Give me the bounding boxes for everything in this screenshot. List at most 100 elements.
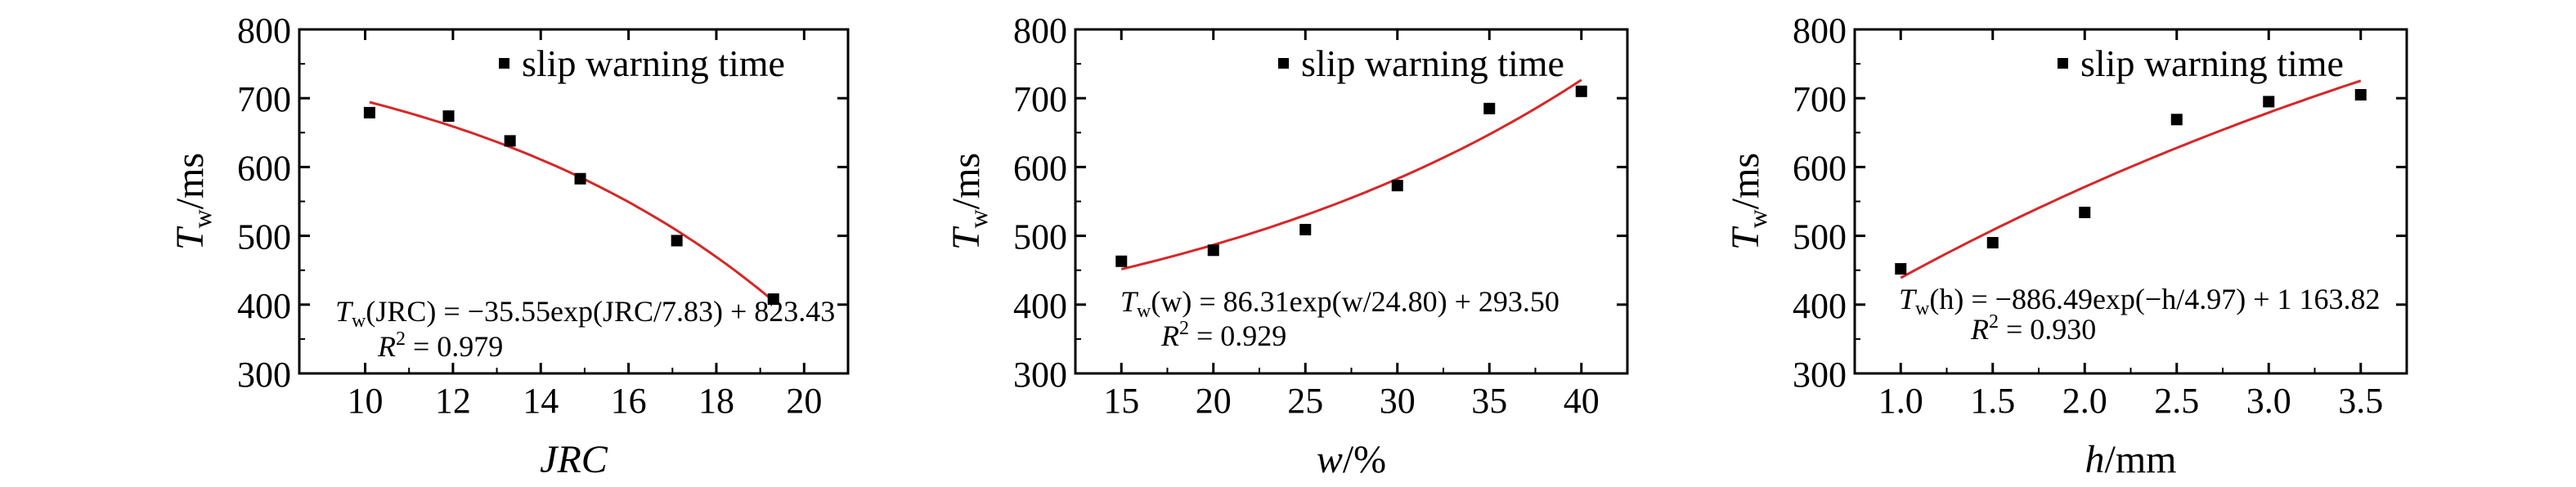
legend-label: slip warning time <box>1301 42 1564 84</box>
data-point <box>1115 255 1128 267</box>
y-axis-label-unit: /ms <box>1724 153 1767 209</box>
data-point <box>767 293 779 306</box>
data-point <box>1986 237 1999 249</box>
data-point <box>442 110 455 123</box>
y-axis-label: Tw/ms <box>1724 153 1772 250</box>
y-tick-label: 500 <box>1793 217 1847 257</box>
y-tick-label: 600 <box>1013 148 1067 188</box>
y-axis-label-unit: /ms <box>168 153 212 209</box>
data-point <box>1483 102 1496 114</box>
x-axis-label: w/% <box>1317 438 1386 481</box>
chart-panel-3: 300 400 500 600 700 800 1.0 1.5 2.0 2.5 3.0 3.5 h/mm… <box>1724 11 2408 481</box>
x-axis-label: JRC <box>540 438 608 481</box>
r-squared-value: = 0.979 <box>406 330 503 363</box>
x-tick-label: 20 <box>786 381 822 421</box>
x-tick-label: 1.5 <box>1970 381 2015 421</box>
y-tick-label: 800 <box>1013 11 1067 51</box>
fit-curve <box>1900 79 2362 279</box>
y-tick-label: 500 <box>237 217 291 257</box>
x-tick-label: 40 <box>1564 381 1600 421</box>
y-tick-label: 400 <box>237 286 291 326</box>
y-tick-label: 600 <box>1793 148 1847 188</box>
y-tick-label: 700 <box>1013 79 1067 119</box>
fit-equation-var: T <box>1899 283 1918 315</box>
y-tick-label: 300 <box>237 355 291 395</box>
y-tick-label: 500 <box>1013 217 1067 257</box>
data-point <box>363 106 375 118</box>
r-squared-superscript: 2 <box>1179 318 1189 339</box>
x-axis-label: h/mm <box>2085 438 2176 481</box>
x-tick-label: 12 <box>435 381 471 421</box>
fit-equation-subscript: w <box>1137 301 1151 322</box>
data-point <box>1575 85 1587 97</box>
y-axis-label: Tw/ms <box>945 153 993 250</box>
fit-equation: Tw(h) = −886.49exp(−h/4.97) + 1 163.82 <box>1899 283 2381 319</box>
x-tick-label: 3.0 <box>2246 381 2291 421</box>
data-point <box>1391 180 1403 192</box>
r-squared-var: R <box>1970 313 1989 346</box>
r-squared: R2 = 0.979 <box>377 328 503 363</box>
data-point <box>1895 263 1907 275</box>
x-tick-label: 2.5 <box>2154 381 2199 421</box>
x-tick-label: 2.0 <box>2062 381 2107 421</box>
fit-equation: Tw(w) = 86.31exp(w/24.80) + 293.50 <box>1120 285 1560 322</box>
r-squared-value: = 0.929 <box>1189 319 1286 352</box>
y-tick-label: 300 <box>1793 355 1847 395</box>
r-squared-value: = 0.930 <box>1999 313 2096 346</box>
legend-label: slip warning time <box>2080 42 2344 84</box>
y-tick-label: 300 <box>1013 355 1067 395</box>
x-axis-label-unit: /% <box>1343 438 1386 481</box>
x-tick-label: 3.5 <box>2338 381 2383 421</box>
data-point <box>574 172 586 185</box>
data-point <box>2354 88 2367 101</box>
x-axis-label-var: w <box>1317 438 1343 481</box>
fit-equation-body: (w) = 86.31exp(w/24.80) + 293.50 <box>1151 285 1560 318</box>
fit-equation-subscript: w <box>1915 298 1930 319</box>
y-axis-label-unit: /ms <box>945 153 988 209</box>
x-tick-label: 15 <box>1103 381 1139 421</box>
x-tick-label: 35 <box>1471 381 1507 421</box>
r-squared-var: R <box>377 330 396 363</box>
y-tick-label: 700 <box>1793 79 1847 119</box>
data-point <box>1299 224 1312 236</box>
legend-label: slip warning time <box>522 42 785 84</box>
x-tick-label: 18 <box>698 381 734 421</box>
fit-equation-var: T <box>1120 285 1139 318</box>
y-axis-label-var: T <box>168 226 212 250</box>
data-point <box>504 135 516 147</box>
y-tick-label: 700 <box>237 79 291 119</box>
y-tick-label: 400 <box>1793 286 1847 326</box>
y-tick-label: 400 <box>1013 286 1067 326</box>
x-tick-label: 1.0 <box>1878 381 1923 421</box>
y-axis-label-var: T <box>945 226 988 250</box>
legend-marker <box>499 58 509 69</box>
legend-marker <box>2058 58 2068 69</box>
y-tick-label: 800 <box>1793 11 1847 51</box>
fit-equation-body: (JRC) = −35.55exp(JRC/7.83) + 823.43 <box>366 295 835 328</box>
fit-equation-var: T <box>335 295 354 328</box>
r-squared: R2 = 0.930 <box>1970 311 2096 346</box>
data-point <box>2079 206 2091 218</box>
fit-equation: Tw(JRC) = −35.55exp(JRC/7.83) + 823.43 <box>335 295 835 332</box>
fit-equation-body: (h) = −886.49exp(−h/4.97) + 1 163.82 <box>1929 283 2380 315</box>
data-point <box>1207 244 1219 257</box>
x-tick-label: 14 <box>523 381 559 421</box>
y-axis-label: Tw/ms <box>168 153 217 250</box>
x-axis-label-var: h <box>2085 438 2104 481</box>
x-axis-label-unit: /mm <box>2104 438 2176 481</box>
y-axis-label-subscript: w <box>963 209 993 228</box>
y-axis-label-subscript: w <box>1743 209 1772 228</box>
x-tick-label: 10 <box>348 381 384 421</box>
r-squared: R2 = 0.929 <box>1160 318 1286 352</box>
fit-curve <box>1120 78 1582 270</box>
y-tick-label: 800 <box>237 11 291 51</box>
data-point <box>671 235 683 247</box>
fit-equation-subscript: w <box>352 311 366 332</box>
data-point <box>2170 114 2183 126</box>
x-tick-label: 16 <box>611 381 647 421</box>
x-tick-label: 25 <box>1287 381 1323 421</box>
x-tick-label: 30 <box>1380 381 1416 421</box>
y-axis-label-subscript: w <box>187 209 217 228</box>
